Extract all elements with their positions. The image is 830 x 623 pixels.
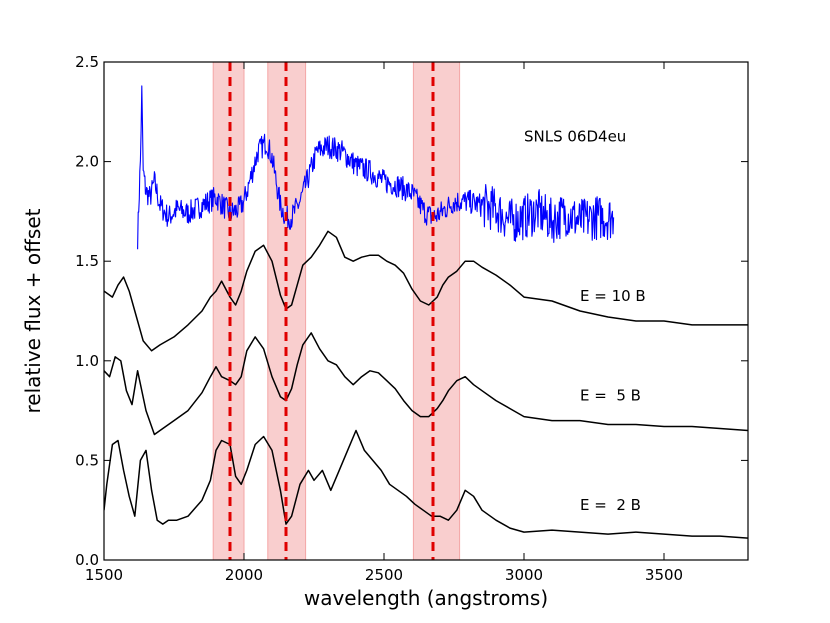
x-axis-label: wavelength (angstroms): [304, 586, 548, 610]
annotations: SNLS 06D4eu E = 10 B E = 5 B E = 2 B: [524, 128, 646, 515]
series-line-3: [104, 332, 748, 436]
y-tick-label: 2.5: [75, 53, 99, 71]
x-tick-label: 2500: [365, 566, 403, 584]
reference-lines: [228, 62, 435, 560]
x-tick-label: 3500: [645, 566, 683, 584]
series-line-1: [137, 85, 615, 250]
y-tick-label: 0.0: [75, 551, 99, 569]
x-tick-label: 1500: [85, 566, 123, 584]
y-tick-label: 1.0: [75, 352, 99, 370]
annotation-4: E = 2 B: [580, 496, 641, 514]
annotation-1: SNLS 06D4eu: [524, 128, 626, 146]
series-line-4: [104, 429, 748, 539]
x-tick-label: 2000: [225, 566, 263, 584]
plot-frame: [103, 61, 749, 561]
axis-ticks: 1500 2000 2500 3000 3500 0.0 0.5 1.0 1.5 2.0 2.5: [75, 53, 748, 584]
series-line-2: [104, 230, 748, 352]
y-axis-label: relative flux + offset: [21, 208, 45, 413]
y-tick-label: 0.5: [75, 451, 99, 469]
annotation-2: E = 10 B: [580, 287, 646, 305]
spectrum-series: [104, 85, 748, 539]
y-tick-label: 2.0: [75, 153, 99, 171]
highlight-bands: [212, 61, 461, 561]
x-tick-label: 3000: [505, 566, 543, 584]
annotation-3: E = 5 B: [580, 387, 641, 405]
highlight-band-3: [412, 61, 461, 561]
y-tick-label: 1.5: [75, 252, 99, 270]
